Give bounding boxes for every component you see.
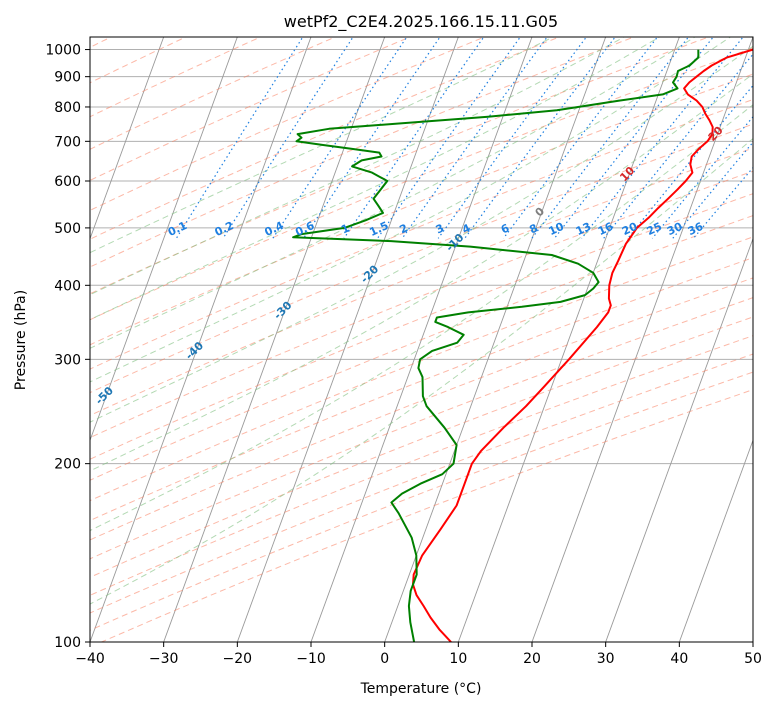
x-tick-label: 10 bbox=[449, 651, 467, 667]
y-tick-label: 900 bbox=[54, 70, 81, 86]
y-tick-label: 400 bbox=[54, 278, 81, 294]
x-tick-label: −20 bbox=[223, 651, 253, 667]
x-tick-label: −10 bbox=[296, 651, 326, 667]
chart-title: wetPf2_C2E4.2025.166.15.11.G05 bbox=[284, 12, 558, 32]
y-tick-label: 1000 bbox=[45, 43, 81, 59]
y-tick-label: 500 bbox=[54, 221, 81, 237]
x-axis-label: Temperature (°C) bbox=[360, 681, 482, 697]
y-tick-label: 700 bbox=[54, 134, 81, 150]
y-tick-label: 200 bbox=[54, 457, 81, 473]
y-tick-label: 300 bbox=[54, 352, 81, 368]
x-tick-label: −40 bbox=[75, 651, 105, 667]
x-tick-label: 50 bbox=[744, 651, 762, 667]
x-tick-label: −30 bbox=[149, 651, 179, 667]
y-tick-label: 800 bbox=[54, 100, 81, 116]
x-tick-label: 20 bbox=[523, 651, 541, 667]
y-tick-label: 600 bbox=[54, 174, 81, 190]
y-tick-label: 100 bbox=[54, 635, 81, 651]
x-tick-label: 30 bbox=[597, 651, 615, 667]
x-tick-label: 40 bbox=[670, 651, 688, 667]
y-axis-label: Pressure (hPa) bbox=[13, 290, 29, 390]
x-tick-label: 0 bbox=[380, 651, 389, 667]
